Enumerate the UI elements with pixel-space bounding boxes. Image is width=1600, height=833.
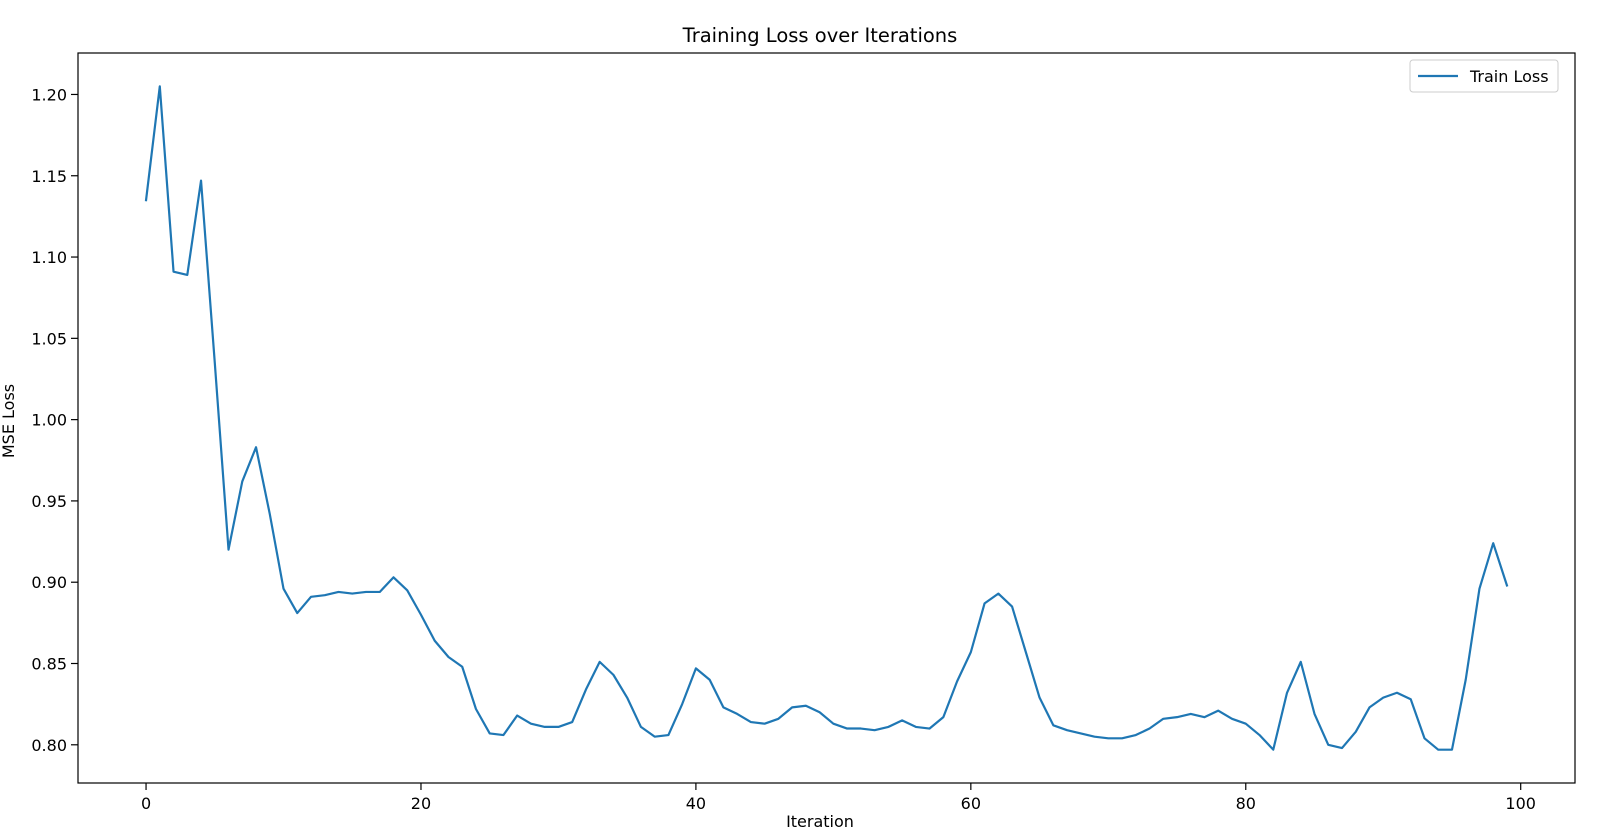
y-axis-label: MSE Loss (0, 384, 18, 458)
y-tick-label: 1.20 (31, 85, 67, 104)
y-tick-label: 0.95 (31, 492, 67, 511)
y-tick-label: 1.00 (31, 411, 67, 430)
y-axis: 0.80 0.85 0.90 0.95 1.00 1.05 1.10 1.15 1.20 (31, 85, 78, 755)
legend-box (1409, 59, 1559, 93)
legend: Train Loss (1409, 59, 1559, 93)
y-tick-label: 1.15 (31, 167, 67, 186)
x-tick-label: 80 (1236, 794, 1256, 813)
series-line-0 (144, 85, 1509, 751)
y-tick-label: 0.80 (31, 736, 67, 755)
y-tick-label: 0.90 (31, 573, 67, 592)
chart-title: Training Loss over Iterations (682, 24, 958, 47)
x-tick-label: 60 (961, 794, 981, 813)
plot-area (144, 85, 1509, 751)
x-tick-label: 0 (141, 794, 151, 813)
legend-label-train-loss: Train Loss (1469, 67, 1549, 86)
x-tick-label: 20 (411, 794, 431, 813)
axes-frame (77, 52, 1576, 784)
x-axis: 0 20 40 60 80 100 (141, 783, 1536, 813)
y-tick-label: 1.10 (31, 248, 67, 267)
y-tick-label: 1.05 (31, 329, 67, 348)
x-tick-label: 40 (686, 794, 706, 813)
x-tick-label: 100 (1505, 794, 1536, 813)
y-tick-label: 0.85 (31, 655, 67, 674)
x-axis-label: Iteration (786, 812, 854, 831)
